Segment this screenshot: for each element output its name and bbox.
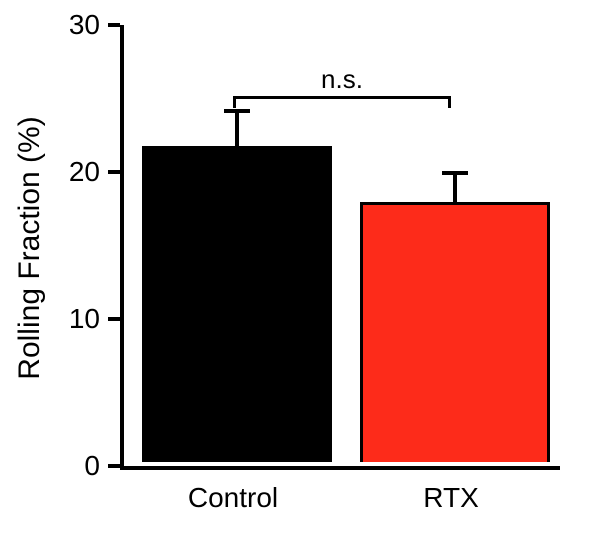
chart-container: 0102030Rolling Fraction (%)ControlRTXn.s…	[0, 0, 600, 547]
y-tick	[108, 23, 120, 27]
significance-bracket	[233, 96, 451, 99]
y-tick	[108, 464, 120, 468]
x-tick-label: RTX	[423, 482, 479, 514]
bar-rtx	[360, 202, 550, 462]
y-tick-label: 0	[0, 450, 100, 482]
significance-bracket-drop	[448, 96, 451, 108]
y-axis-label: Rolling Fraction (%)	[13, 116, 47, 379]
significance-bracket-drop	[233, 96, 236, 108]
error-bar	[235, 109, 239, 146]
bar-control	[142, 146, 332, 462]
error-cap	[224, 109, 250, 113]
error-cap	[442, 171, 468, 175]
y-tick	[108, 170, 120, 174]
x-tick-label: Control	[188, 482, 278, 514]
y-tick-label: 30	[0, 9, 100, 41]
error-bar	[453, 171, 457, 202]
significance-label: n.s.	[321, 64, 363, 95]
y-tick	[108, 317, 120, 321]
